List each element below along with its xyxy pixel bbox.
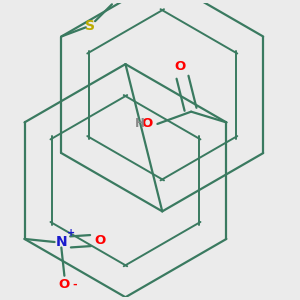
Text: S: S: [85, 19, 95, 33]
Text: O: O: [59, 278, 70, 291]
Text: O: O: [175, 60, 186, 73]
Text: N: N: [56, 235, 67, 249]
Text: -: -: [72, 279, 76, 289]
Text: H: H: [135, 117, 145, 130]
Text: +: +: [67, 228, 75, 239]
Text: O: O: [94, 234, 105, 247]
Text: O: O: [141, 117, 152, 130]
